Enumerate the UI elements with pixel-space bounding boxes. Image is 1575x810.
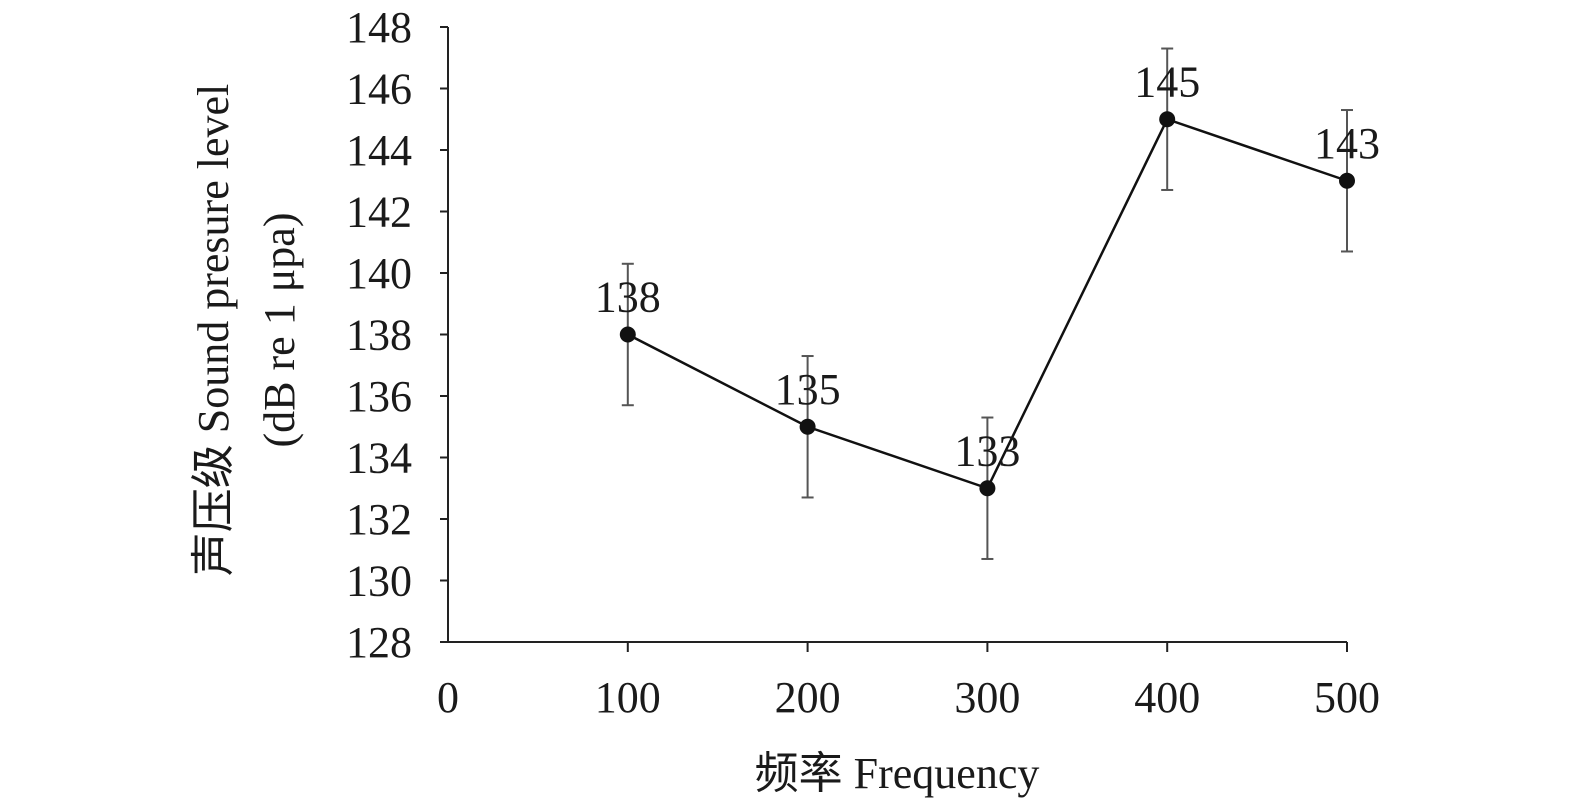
x-axis-label: 频率 Frequency	[755, 749, 1040, 798]
x-tick-label: 0	[437, 673, 459, 722]
y-tick-label: 148	[346, 3, 412, 52]
data-point	[799, 418, 816, 435]
y-axis-label-line1: 声压级 Sound presure level	[189, 84, 238, 576]
x-tick-label: 400	[1134, 673, 1200, 722]
x-tick-label: 200	[775, 673, 841, 722]
y-tick-label: 134	[346, 434, 412, 483]
y-tick-label: 128	[346, 618, 412, 667]
x-tick-label: 500	[1314, 673, 1380, 722]
y-tick-label: 130	[346, 557, 412, 606]
y-tick-label: 138	[346, 311, 412, 360]
y-tick-label: 146	[346, 65, 412, 114]
y-axis-label-line2: (dB re 1 μpa)	[255, 213, 304, 448]
data-point	[979, 480, 996, 497]
data-label: 133	[954, 426, 1020, 475]
x-tick-label: 300	[954, 673, 1020, 722]
y-tick-label: 136	[346, 372, 412, 421]
data-label: 135	[775, 365, 841, 414]
y-tick-label: 132	[346, 495, 412, 544]
x-tick-label: 100	[595, 673, 661, 722]
data-point	[1339, 172, 1355, 189]
data-point	[1159, 111, 1176, 128]
data-point	[619, 326, 636, 343]
y-tick-label: 144	[346, 126, 412, 175]
y-tick-label: 140	[346, 249, 412, 298]
y-tick-label: 142	[346, 188, 412, 237]
data-label: 138	[595, 273, 661, 322]
data-label: 143	[1314, 119, 1380, 168]
data-label: 145	[1134, 57, 1200, 106]
